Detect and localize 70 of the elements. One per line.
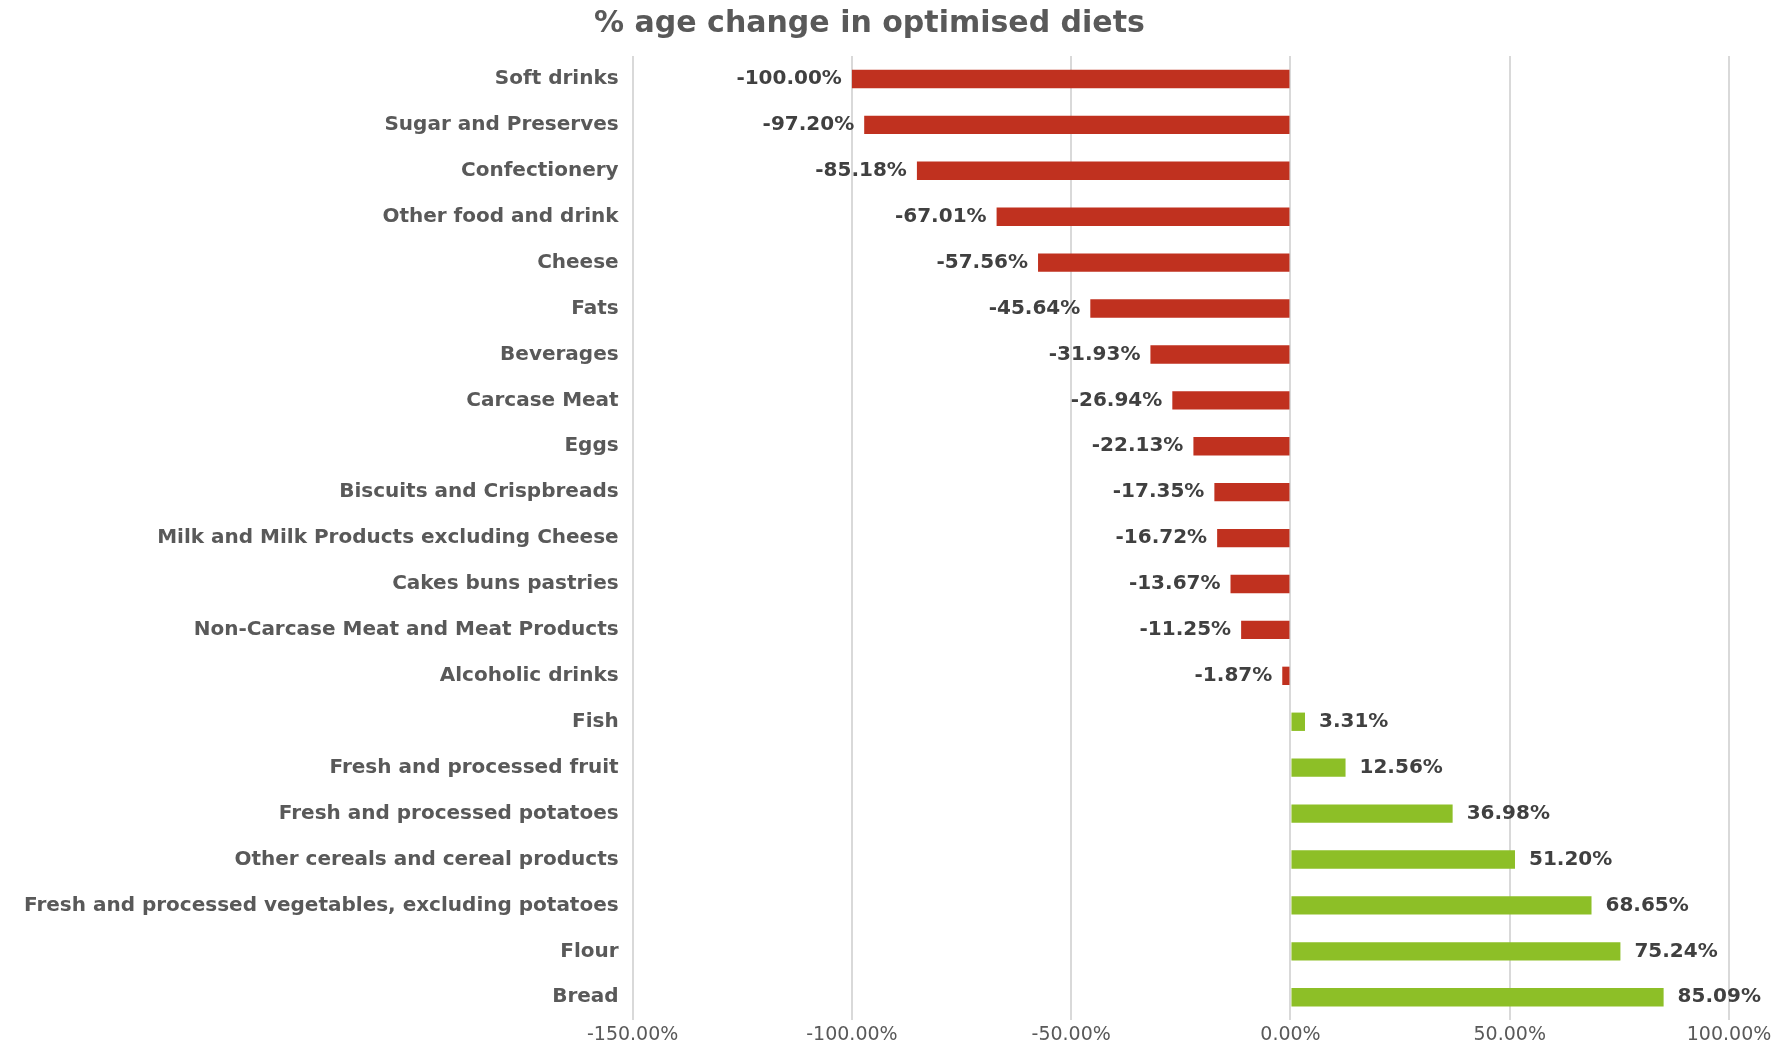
data-label: -31.93% xyxy=(1048,340,1141,365)
y-tick-label: Milk and Milk Products excluding Cheese xyxy=(157,524,619,549)
data-label: -22.13% xyxy=(1091,432,1184,457)
data-label: 85.09% xyxy=(1677,983,1761,1008)
data-label: 51.20% xyxy=(1528,845,1613,870)
y-tick-label: Fats xyxy=(571,294,619,319)
y-tick-label: Cakes buns pastries xyxy=(392,570,619,595)
y-tick-label: Bread xyxy=(552,983,619,1008)
x-tick-label: -50.00% xyxy=(1031,1021,1111,1044)
data-label: 75.24% xyxy=(1634,937,1718,962)
y-tick-label: Eggs xyxy=(564,432,619,457)
bar xyxy=(1241,620,1290,640)
y-tick-label: Fresh and processed vegetables, excluding potatoes xyxy=(23,891,619,916)
bar xyxy=(1217,528,1290,548)
y-tick-label: Confectionery xyxy=(461,156,619,181)
bar xyxy=(1291,758,1346,777)
data-label: -85.18% xyxy=(815,156,907,181)
data-label: -1.87% xyxy=(1194,662,1273,687)
y-tick-label: Other cereals and cereal products xyxy=(234,845,619,870)
bar xyxy=(1090,299,1290,318)
x-tick-label: 100.00% xyxy=(1686,1021,1772,1044)
bar xyxy=(1193,437,1290,456)
x-tick-label: 50.00% xyxy=(1473,1021,1546,1044)
bar xyxy=(1291,988,1664,1007)
bar xyxy=(1291,804,1453,823)
bar xyxy=(1282,666,1290,686)
data-label: -100.00% xyxy=(736,65,842,90)
y-tick-label: Non-Carcase Meat and Meat Products xyxy=(193,616,619,641)
chart-title: % age change in optimised diets xyxy=(594,3,1145,39)
y-tick-label: Sugar and Preserves xyxy=(384,111,619,136)
bar xyxy=(1038,253,1290,272)
data-label: 12.56% xyxy=(1359,753,1443,778)
y-tick-label: Flour xyxy=(560,937,619,962)
bar xyxy=(1230,574,1290,594)
bar xyxy=(1291,942,1621,961)
x-tick-label: 0.00% xyxy=(1260,1021,1321,1044)
y-tick-label: Alcoholic drinks xyxy=(439,662,619,687)
data-label: -97.20% xyxy=(762,111,855,136)
bar xyxy=(1291,850,1515,869)
bar xyxy=(864,115,1290,135)
y-tick-label: Biscuits and Crispbreads xyxy=(339,478,619,503)
y-tick-label: Carcase Meat xyxy=(466,386,620,411)
y-tick-label: Fish xyxy=(571,707,619,732)
data-label: -57.56% xyxy=(936,248,1029,273)
data-label: -17.35% xyxy=(1112,478,1205,503)
data-label: -67.01% xyxy=(894,202,987,227)
y-tick-label: Soft drinks xyxy=(494,65,619,90)
y-tick-label: Fresh and processed fruit xyxy=(329,753,620,778)
x-tick-label: -150.00% xyxy=(586,1021,679,1044)
y-tick-label: Other food and drink xyxy=(382,202,620,227)
bar xyxy=(1214,483,1290,502)
y-tick-label: Fresh and processed potatoes xyxy=(278,799,619,824)
y-tick-label: Cheese xyxy=(537,248,619,273)
bar xyxy=(1150,345,1290,364)
data-label: -45.64% xyxy=(988,294,1081,319)
data-label: 36.98% xyxy=(1466,799,1550,824)
bar xyxy=(916,161,1290,180)
data-label: 68.65% xyxy=(1605,891,1689,916)
bar xyxy=(851,69,1290,89)
data-label: -13.67% xyxy=(1128,570,1221,595)
data-label: -11.25% xyxy=(1139,616,1232,641)
x-tick-label: -100.00% xyxy=(806,1021,898,1044)
y-tick-label: Beverages xyxy=(500,340,619,365)
bar xyxy=(996,207,1290,226)
bar xyxy=(1291,896,1592,915)
data-label: -26.94% xyxy=(1070,386,1163,411)
bar xyxy=(1172,391,1290,410)
bar xyxy=(1291,712,1305,731)
data-label: -16.72% xyxy=(1115,524,1208,549)
data-label: 3.31% xyxy=(1318,707,1389,732)
